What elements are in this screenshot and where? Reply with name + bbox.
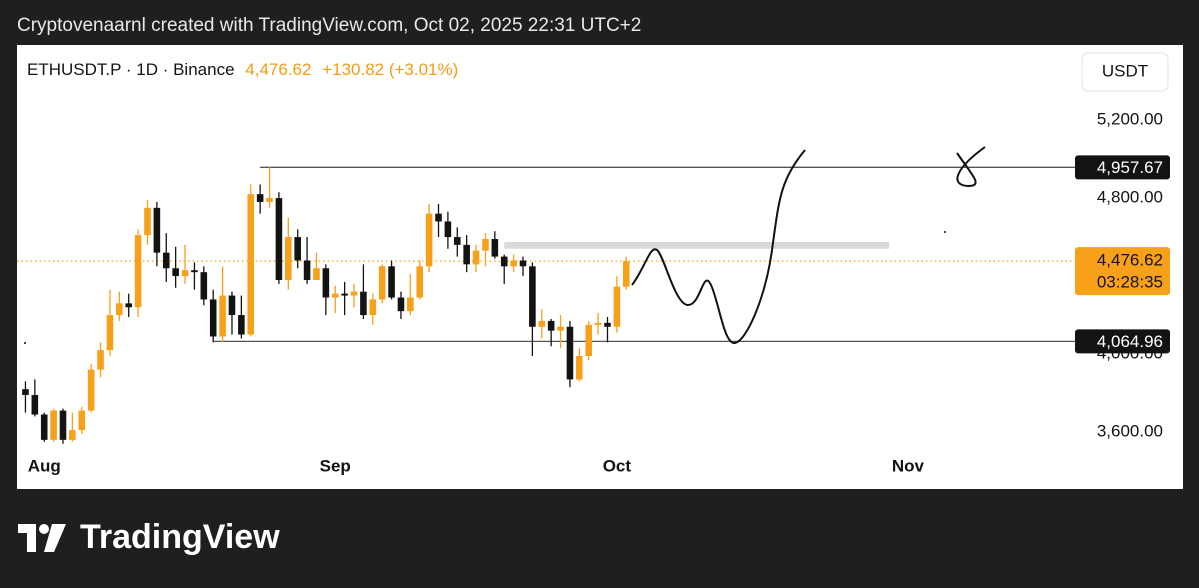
candle-body — [50, 410, 57, 440]
candle-body — [613, 286, 621, 327]
candle-body — [97, 350, 104, 370]
candle-body — [238, 315, 245, 335]
candle-body — [22, 389, 29, 396]
header: ETHUSDT.P · 1D · Binance 4,476.62 +130.8… — [27, 60, 458, 79]
candle-body — [378, 266, 386, 300]
candle-body — [219, 295, 226, 337]
last-price-label: 4,476.62 — [1097, 251, 1163, 270]
candle-body — [463, 244, 470, 265]
candle-body — [388, 266, 395, 298]
candle-body — [134, 235, 142, 308]
candle-body — [576, 356, 583, 380]
x-tick-label: Oct — [603, 456, 632, 475]
candle-body — [191, 270, 198, 273]
candle-body — [350, 291, 358, 296]
y-tick-label: 5,200.00 — [1097, 110, 1163, 129]
candle-body — [144, 207, 151, 236]
hand-drawn-projection — [631, 149, 806, 344]
candle-body — [482, 239, 489, 251]
candle-body — [416, 266, 424, 298]
candle-body — [172, 268, 179, 277]
logo: TradingView — [80, 518, 280, 556]
countdown: 03:28:35 — [1097, 273, 1163, 292]
candle-body — [454, 237, 461, 245]
header-price: 4,476.62 — [245, 60, 311, 79]
candle-body — [341, 293, 348, 296]
candle-body — [31, 395, 39, 415]
candle-body — [303, 260, 311, 280]
candle-body — [529, 266, 536, 327]
currency-box[interactable] — [1081, 52, 1169, 92]
plot: 5,200.004,800.004,000.003,600.00AugSepOc… — [17, 110, 1163, 489]
y-tick-label: 4,800.00 — [1097, 188, 1163, 207]
candle-body — [40, 414, 48, 440]
candle-body — [275, 198, 283, 280]
symbol: ETHUSDT.P · 1D · Binance — [27, 60, 235, 79]
candle-body — [78, 410, 86, 431]
candle-body — [285, 237, 292, 280]
candle-body — [604, 322, 611, 327]
candle-body — [444, 221, 452, 238]
candle-body — [294, 237, 301, 261]
candle-body — [69, 430, 76, 440]
y-tick-label: 3,600.00 — [1097, 422, 1163, 441]
candle-body — [162, 252, 170, 269]
candle-body — [360, 291, 367, 316]
candle-body — [106, 315, 114, 351]
candle-body — [407, 297, 414, 312]
level-label-box — [1075, 155, 1170, 180]
candle-body — [547, 320, 555, 331]
candle-body — [369, 299, 377, 316]
x-tick-label: Nov — [892, 456, 925, 475]
level-label: 4,957.67 — [1097, 158, 1163, 177]
candle-body — [313, 268, 320, 280]
candle-body — [181, 270, 189, 277]
candle-body — [491, 239, 499, 257]
x-tick-label: Sep — [320, 456, 351, 475]
candle-body — [322, 268, 330, 298]
candle-body — [397, 297, 405, 312]
candle-body — [228, 295, 236, 316]
candle-body — [153, 207, 161, 253]
candle-body — [435, 213, 442, 222]
candle-body — [59, 410, 67, 440]
level-label: 4,064.96 — [1097, 332, 1163, 351]
last-price-box — [1075, 247, 1170, 296]
candle-body — [538, 320, 546, 327]
candle-body — [331, 293, 339, 298]
candle-body — [87, 369, 95, 411]
caption: Cryptovenaarnl created with TradingView.… — [17, 15, 641, 36]
candle-body — [594, 322, 602, 325]
header-change: +130.82 (+3.01%) — [322, 60, 458, 79]
candle-body — [200, 272, 208, 300]
candle-body — [209, 299, 217, 337]
candle-body — [557, 326, 564, 331]
candle-body — [622, 261, 630, 287]
candle-body — [247, 194, 255, 335]
dot — [944, 231, 946, 233]
currency[interactable]: USDT — [1102, 61, 1148, 80]
candle-body — [500, 256, 508, 267]
candle-body — [266, 198, 273, 202]
hand-drawn-mark — [956, 146, 986, 188]
candle-body — [519, 260, 527, 267]
candle-body — [256, 194, 264, 202]
chart-panel — [17, 45, 1183, 489]
candle-body — [510, 260, 517, 267]
level-label-box — [1075, 329, 1170, 354]
candle-body — [116, 303, 123, 316]
candle-body — [425, 213, 433, 267]
candle-body — [125, 303, 132, 308]
candle-body — [472, 250, 480, 265]
candle-body — [566, 326, 574, 380]
dot — [24, 342, 26, 344]
logo-icon — [18, 524, 66, 552]
candle-body — [585, 324, 592, 357]
x-tick-label: Aug — [28, 456, 61, 475]
zone — [504, 241, 890, 249]
